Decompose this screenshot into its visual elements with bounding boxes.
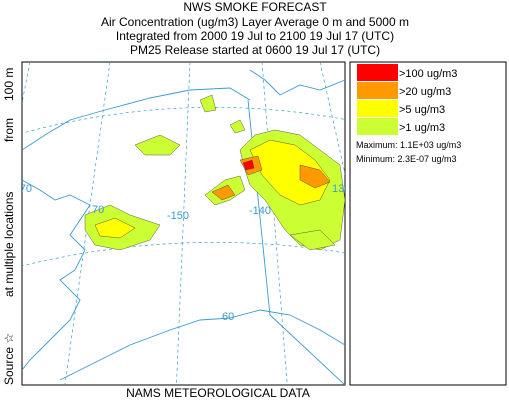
subtitle: Air Concentration (ug/m3) Layer Average …: [101, 15, 409, 29]
subtitle: PM25 Release started at 0600 19 Jul 17 (…: [130, 43, 380, 57]
footer: NAMS METEOROLOGICAL DATA: [126, 386, 310, 400]
grid-label: -170: [10, 183, 32, 195]
source-label: at multiple locations: [2, 192, 16, 297]
grid-label: 70: [92, 204, 104, 216]
source-label: Source ☆: [2, 333, 16, 385]
grid-label: -150: [167, 210, 189, 222]
grid-label: 60: [222, 311, 234, 323]
source-label: 100 m: [2, 68, 16, 101]
legend-swatch: [357, 64, 398, 81]
legend-swatch: [357, 118, 398, 135]
subtitle: Integrated from 2000 19 Jul to 2100 19 J…: [116, 29, 394, 43]
legend-swatch: [357, 100, 398, 117]
source-label: from: [2, 118, 16, 142]
map: -170 70 -150 -140 60 130: [10, 62, 350, 385]
minimum: Minimum: 2.3E-07 ug/m3: [356, 154, 457, 164]
maximum: Maximum: 1.1E+03 ug/m3: [356, 140, 461, 150]
legend-label: >20 ug/m3: [399, 86, 451, 98]
legend: >100 ug/m3 >20 ug/m3 >5 ug/m3 >1 ug/m3: [357, 64, 457, 135]
legend-label: >1 ug/m3: [399, 122, 445, 134]
grid-label: -140: [249, 205, 271, 217]
legend-label: >100 ug/m3: [399, 68, 457, 80]
legend-label: >5 ug/m3: [399, 104, 445, 116]
smoke: [84, 94, 345, 251]
grid-label: 130: [332, 183, 350, 195]
graticule: [22, 62, 345, 385]
title: NWS SMOKE FORECAST: [183, 0, 327, 14]
legend-swatch: [357, 82, 398, 99]
